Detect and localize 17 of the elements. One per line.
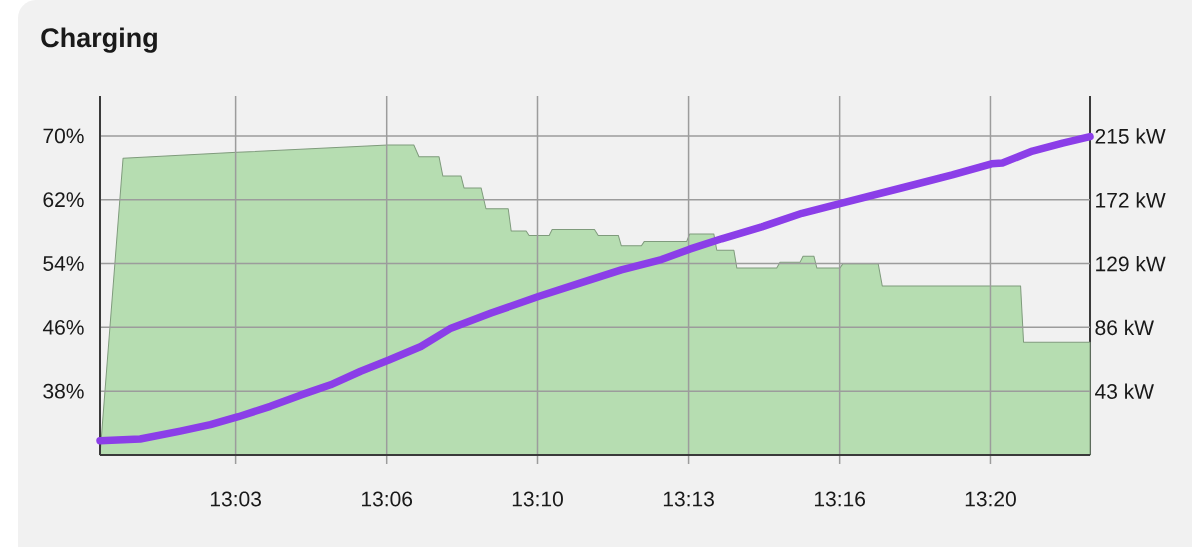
y-tick-label: 70% (43, 128, 84, 144)
x-tick-label: 13:10 (512, 491, 563, 507)
y-tick-label: 62% (43, 192, 84, 208)
y-tick-label: 38% (43, 383, 84, 399)
y2-tick-label: 215 kW (1095, 128, 1166, 144)
chart-title: Charging (41, 27, 157, 53)
y2-tick-label: 129 kW (1096, 255, 1166, 272)
x-tick-label: 13:16 (814, 491, 866, 507)
x-tick-label: 13:20 (965, 491, 1016, 507)
x-tick-label: 13:03 (210, 491, 261, 507)
y2-tick-label: 86 kW (1095, 319, 1154, 336)
y-tick-label: 46% (42, 319, 84, 335)
y2-tick-label: 43 kW (1095, 383, 1154, 399)
y-tick-label: 54% (43, 256, 84, 271)
y2-tick-label: 172 kW (1096, 192, 1166, 208)
x-tick-label: 13:06 (362, 491, 413, 507)
x-tick-label: 13:13 (663, 491, 714, 507)
